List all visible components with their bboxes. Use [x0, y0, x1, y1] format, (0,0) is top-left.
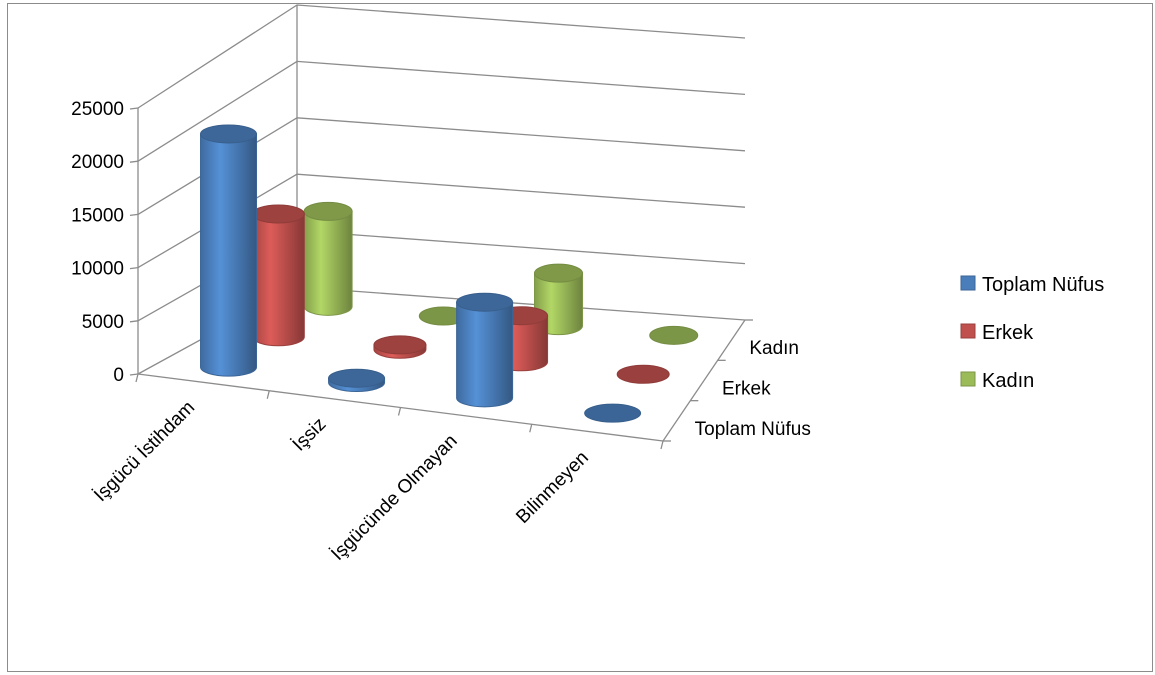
- gridline: [137, 4, 746, 109]
- bar-top: [649, 325, 699, 345]
- bar-body: [303, 210, 353, 316]
- bar-top: [373, 335, 427, 355]
- depth-labels: Toplam Nüfus Erkek Kadın: [695, 338, 811, 440]
- y-tick-label: 25000: [71, 99, 124, 120]
- bar-top: [303, 201, 353, 221]
- bar-toplam-nüfus: [456, 292, 514, 408]
- category-label: İşgücünde Olmayan: [327, 431, 461, 565]
- bar-kadın: [649, 325, 699, 345]
- y-tick-label: 0: [113, 365, 124, 386]
- bar-top: [328, 368, 386, 388]
- depth-axis: [662, 319, 746, 442]
- bar-toplam-nüfus: [584, 403, 642, 423]
- x-tick: [266, 390, 270, 399]
- bar-top: [251, 204, 305, 224]
- bar-top: [200, 124, 258, 144]
- bar-body: [200, 133, 258, 377]
- axes: [129, 5, 753, 450]
- y-tick: [129, 373, 139, 376]
- y-tick: [129, 266, 139, 270]
- y-tick: [129, 107, 139, 110]
- legend-swatch: [960, 323, 976, 339]
- y-tick: [129, 160, 139, 163]
- legend-label: Toplam Nüfus: [982, 274, 1104, 296]
- x-tick: [660, 440, 664, 450]
- category-label: İşgücü İstihdam: [90, 397, 199, 506]
- bar-erkek: [251, 204, 305, 347]
- legend-swatch: [960, 275, 976, 291]
- x-tick: [397, 407, 402, 416]
- bar-toplam-nüfus: [328, 368, 386, 392]
- depth-label: Toplam Nüfus: [695, 419, 811, 440]
- y-tick-label: 20000: [71, 152, 124, 173]
- legend-swatch: [960, 371, 976, 387]
- bar-top: [534, 263, 584, 283]
- y-tick-label: 5000: [82, 312, 124, 333]
- x-tick: [135, 373, 139, 383]
- y-tick-label: 10000: [71, 259, 124, 280]
- bar-kadın: [303, 201, 353, 316]
- y-tick-labels: 0 5000 10000 15000 20000 25000: [71, 99, 124, 386]
- bar-body: [251, 213, 305, 347]
- bar-top: [616, 364, 670, 384]
- bar-top: [456, 292, 514, 312]
- x-tick: [529, 424, 533, 433]
- bar-top: [584, 403, 642, 423]
- depth-label: Kadın: [749, 338, 799, 359]
- bar-toplam-nüfus: [200, 124, 258, 377]
- legend: Toplam Nüfus Erkek Kadın: [960, 274, 1104, 392]
- bar-body: [456, 301, 514, 408]
- bar-erkek: [616, 364, 670, 384]
- depth-label: Erkek: [722, 379, 771, 400]
- legend-label: Erkek: [982, 322, 1034, 344]
- y-tick: [129, 213, 139, 217]
- category-label: Bilinmeyen: [512, 447, 593, 528]
- category-label: İşsiz: [289, 414, 331, 456]
- y-tick-label: 15000: [71, 205, 124, 226]
- bar-erkek: [373, 335, 427, 359]
- legend-label: Kadın: [982, 370, 1034, 392]
- bars: [200, 124, 699, 423]
- y-tick: [129, 320, 139, 323]
